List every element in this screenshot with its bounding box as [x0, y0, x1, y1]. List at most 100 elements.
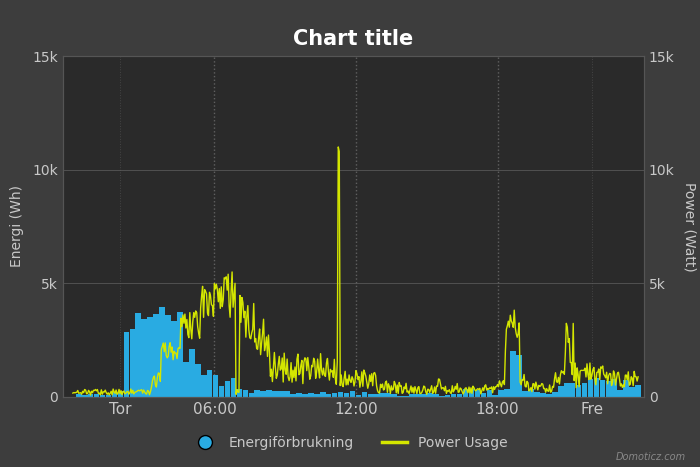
- Bar: [118, 390, 123, 397]
- Bar: [612, 380, 617, 397]
- Bar: [344, 394, 349, 397]
- Text: Domoticz.com: Domoticz.com: [616, 453, 686, 462]
- Bar: [225, 381, 230, 397]
- Bar: [165, 315, 171, 397]
- Bar: [410, 394, 415, 397]
- Bar: [350, 391, 356, 397]
- Bar: [421, 394, 427, 397]
- Bar: [106, 395, 111, 397]
- Bar: [522, 391, 528, 397]
- Bar: [486, 390, 492, 397]
- Bar: [153, 314, 159, 397]
- Bar: [284, 391, 290, 397]
- Bar: [570, 383, 575, 397]
- Bar: [617, 389, 623, 397]
- Bar: [481, 393, 486, 397]
- Bar: [433, 394, 439, 397]
- Bar: [88, 395, 94, 397]
- Bar: [219, 386, 225, 397]
- Bar: [558, 386, 564, 397]
- Bar: [498, 390, 504, 397]
- Bar: [326, 394, 332, 397]
- Bar: [374, 394, 379, 397]
- Bar: [457, 394, 463, 397]
- Bar: [629, 387, 635, 397]
- Bar: [534, 392, 540, 397]
- Bar: [510, 351, 516, 397]
- Bar: [582, 382, 587, 397]
- Bar: [207, 370, 213, 397]
- Bar: [403, 396, 409, 397]
- Bar: [76, 394, 82, 397]
- Bar: [296, 393, 302, 397]
- Bar: [332, 393, 337, 397]
- Bar: [231, 378, 237, 397]
- Title: Chart title: Chart title: [293, 29, 414, 49]
- Bar: [427, 393, 433, 397]
- Bar: [475, 390, 480, 397]
- Bar: [130, 329, 135, 397]
- Bar: [624, 380, 629, 397]
- Bar: [320, 392, 326, 397]
- Bar: [260, 391, 266, 397]
- Bar: [594, 378, 599, 397]
- Bar: [82, 396, 88, 397]
- Bar: [213, 375, 218, 397]
- Bar: [564, 383, 570, 397]
- Bar: [546, 394, 552, 397]
- Bar: [540, 393, 546, 397]
- Bar: [112, 392, 118, 397]
- Bar: [362, 392, 368, 397]
- Bar: [338, 392, 344, 397]
- Bar: [267, 390, 272, 397]
- Bar: [379, 393, 385, 397]
- Bar: [528, 389, 534, 397]
- Bar: [451, 394, 456, 397]
- Bar: [600, 380, 606, 397]
- Bar: [415, 394, 421, 397]
- Bar: [588, 379, 594, 397]
- Bar: [493, 395, 498, 397]
- Bar: [279, 391, 284, 397]
- Bar: [439, 396, 444, 397]
- Bar: [469, 389, 475, 397]
- Y-axis label: Energi (Wh): Energi (Wh): [10, 185, 24, 268]
- Bar: [141, 319, 147, 397]
- Bar: [386, 393, 391, 397]
- Bar: [356, 395, 361, 397]
- Bar: [517, 355, 522, 397]
- Bar: [237, 389, 242, 397]
- Bar: [552, 392, 558, 397]
- Bar: [391, 394, 397, 397]
- Bar: [124, 332, 130, 397]
- Bar: [172, 320, 177, 397]
- Bar: [636, 385, 641, 397]
- Legend: Energiförbrukning, Power Usage: Energiförbrukning, Power Usage: [187, 430, 513, 455]
- Bar: [195, 364, 201, 397]
- Bar: [248, 393, 254, 397]
- Bar: [463, 389, 468, 397]
- Bar: [606, 381, 611, 397]
- Bar: [576, 385, 582, 397]
- Bar: [272, 391, 278, 397]
- Bar: [368, 394, 373, 397]
- Bar: [308, 393, 314, 397]
- Bar: [505, 389, 510, 397]
- Bar: [148, 317, 153, 397]
- Bar: [136, 313, 141, 397]
- Bar: [243, 390, 248, 397]
- Bar: [201, 375, 206, 397]
- Bar: [255, 390, 260, 397]
- Bar: [94, 394, 99, 397]
- Bar: [177, 312, 183, 397]
- Y-axis label: Power (Watt): Power (Watt): [683, 182, 697, 271]
- Bar: [183, 362, 189, 397]
- Bar: [189, 349, 195, 397]
- Bar: [100, 395, 106, 397]
- Bar: [290, 394, 296, 397]
- Bar: [314, 394, 320, 397]
- Bar: [160, 307, 165, 397]
- Bar: [398, 396, 403, 397]
- Bar: [445, 395, 451, 397]
- Bar: [302, 394, 308, 397]
